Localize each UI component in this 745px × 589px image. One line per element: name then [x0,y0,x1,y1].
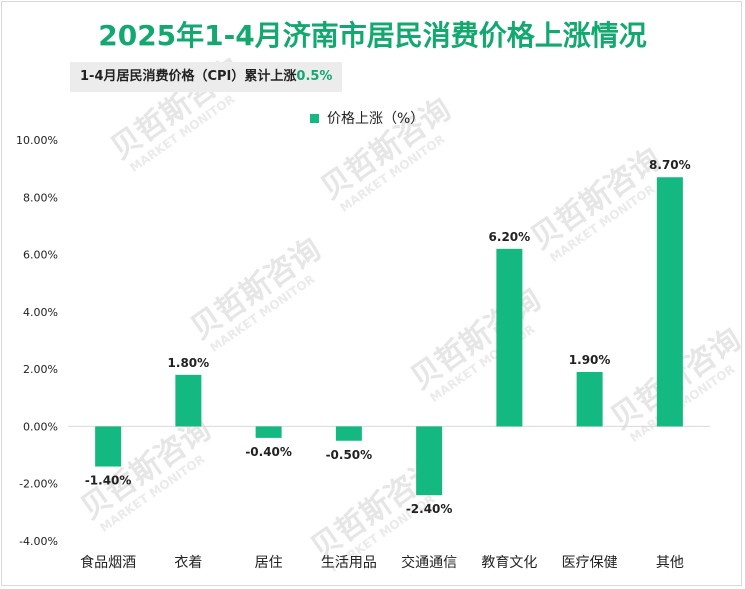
y-axis-ticks: 10.00% 8.00% 6.00% 4.00% 2.00% 0.00% -2.00% -4.… [16,134,58,548]
data-label: -0.50% [326,448,373,462]
data-labels: -1.40% 1.80% -0.40% -0.50% -2.40% 6.20% 1.90% 8… [85,158,691,516]
y-tick-label: 10.00% [16,134,58,147]
data-label: -1.40% [85,474,132,488]
category-label: 教育文化 [481,555,537,571]
y-tick-label: 8.00% [23,191,58,204]
category-label: 医疗保健 [562,555,618,571]
legend: 价格上涨（%） [310,108,424,128]
category-label: 其他 [656,555,684,571]
chart-title: 2025年1-4月济南市居民消费价格上涨情况 [98,19,647,52]
cpi-summary-box: 1-4月居民消费价格（CPI）累计上涨0.5% [70,62,343,92]
data-label: 6.20% [489,230,531,244]
data-label: -2.40% [406,502,453,516]
category-label: 衣着 [174,555,202,571]
data-label: 1.90% [569,353,611,367]
legend-label: 价格上涨（%） [327,111,425,127]
category-label: 食品烟酒 [80,554,136,571]
legend-swatch [310,113,319,123]
bar [255,426,282,438]
bar [95,426,122,467]
bar [175,374,202,427]
bar [656,177,683,427]
y-tick-label: 6.00% [23,249,58,262]
bar [496,248,523,427]
category-label: 生活用品 [321,555,377,571]
y-tick-label: 4.00% [23,306,58,319]
y-tick-label: -4.00% [19,535,58,548]
y-tick-label: -2.00% [19,478,58,491]
category-label: 交通通信 [401,554,457,571]
y-tick-label: 0.00% [23,420,58,433]
cpi-summary-text: 1-4月居民消费价格（CPI）累计上涨 [80,69,297,84]
bar [335,426,362,441]
bar [576,372,603,427]
category-label: 居住 [255,555,283,571]
data-label: 8.70% [649,158,691,172]
y-tick-label: 2.00% [23,363,58,376]
cpi-summary-value: 0.5% [296,69,333,84]
bar-series [95,177,683,496]
category-labels: 食品烟酒 衣着 居住 生活用品 交通通信 教育文化 医疗保健 其他 [80,554,684,571]
data-label: 1.80% [168,356,210,370]
data-label: -0.40% [245,445,292,459]
bar [416,426,443,496]
